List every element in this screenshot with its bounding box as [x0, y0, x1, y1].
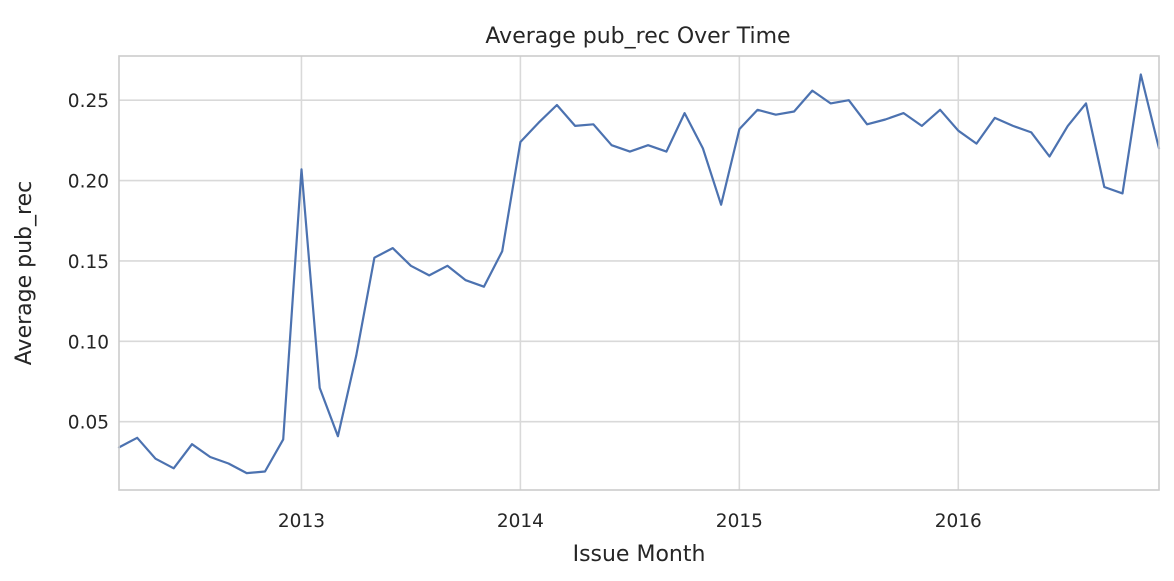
- y-tick-label: 0.05: [68, 413, 109, 434]
- x-tick-labels: 2013 2014 2015 2016: [278, 511, 982, 532]
- y-tick-label: 0.20: [68, 172, 109, 193]
- chart-title: Average pub_rec Over Time: [485, 24, 790, 49]
- x-axis-label: Issue Month: [573, 542, 706, 567]
- x-tick-label: 2016: [935, 511, 982, 532]
- y-tick-label: 0.10: [68, 332, 109, 353]
- y-tick-label: 0.15: [68, 252, 109, 273]
- y-tick-labels: 0.05 0.10 0.15 0.20 0.25: [68, 91, 109, 433]
- series-line: [117, 73, 1161, 475]
- y-tick-label: 0.25: [68, 91, 109, 112]
- x-tick-label: 2015: [716, 511, 763, 532]
- series-layer: [117, 73, 1161, 475]
- x-tick-label: 2014: [497, 511, 544, 532]
- y-axis-label: Average pub_rec: [12, 181, 37, 365]
- x-tick-label: 2013: [278, 511, 325, 532]
- plot-frame: [118, 55, 1160, 491]
